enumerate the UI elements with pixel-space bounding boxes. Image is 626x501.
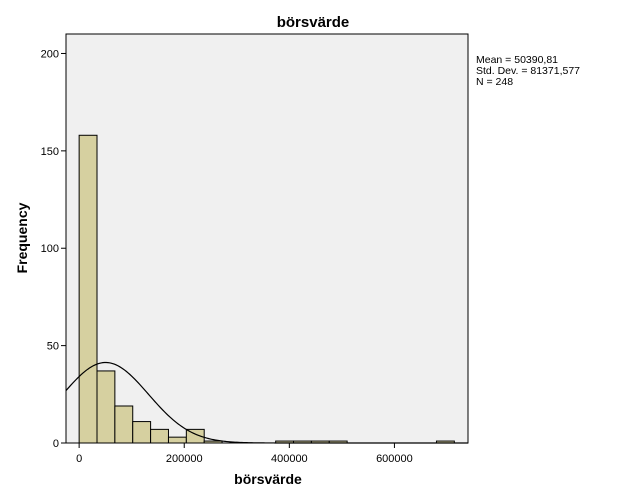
y-tick-label: 50 — [47, 341, 59, 353]
stats-std-dev: Std. Dev. = 81371,577 — [476, 65, 580, 77]
x-tick-label: 0 — [76, 453, 82, 465]
histogram-bar — [203, 440, 223, 444]
y-tick-label: 100 — [41, 243, 59, 255]
y-axis: 0 50 100 150 200 — [41, 48, 66, 450]
stats-n: N = 248 — [476, 76, 513, 88]
histogram-bar — [185, 428, 205, 444]
y-tick-label: 200 — [41, 48, 59, 60]
histogram-bar — [150, 428, 169, 444]
plot-area — [65, 33, 469, 444]
stats-mean: Mean = 50390,81 — [476, 54, 558, 66]
histogram-bar — [78, 134, 98, 444]
histogram-bar — [114, 405, 134, 444]
x-axis: 0 200000 400000 600000 — [76, 443, 413, 465]
histogram-bar — [132, 421, 152, 444]
histogram-bar — [167, 436, 187, 444]
chart-title: börsvärde — [277, 14, 350, 31]
x-tick-label: 200000 — [166, 453, 203, 465]
y-axis-label: Frequency — [14, 202, 30, 273]
x-tick-label: 400000 — [271, 453, 308, 465]
stats-block: Mean = 50390,81 Std. Dev. = 81371,577 N … — [476, 54, 580, 88]
y-tick-label: 0 — [53, 438, 59, 450]
histogram-bar — [96, 370, 116, 444]
y-tick-label: 150 — [41, 146, 59, 158]
normal-curve — [65, 361, 468, 444]
x-tick-label: 600000 — [376, 453, 413, 465]
x-axis-label: börsvärde — [234, 471, 302, 487]
